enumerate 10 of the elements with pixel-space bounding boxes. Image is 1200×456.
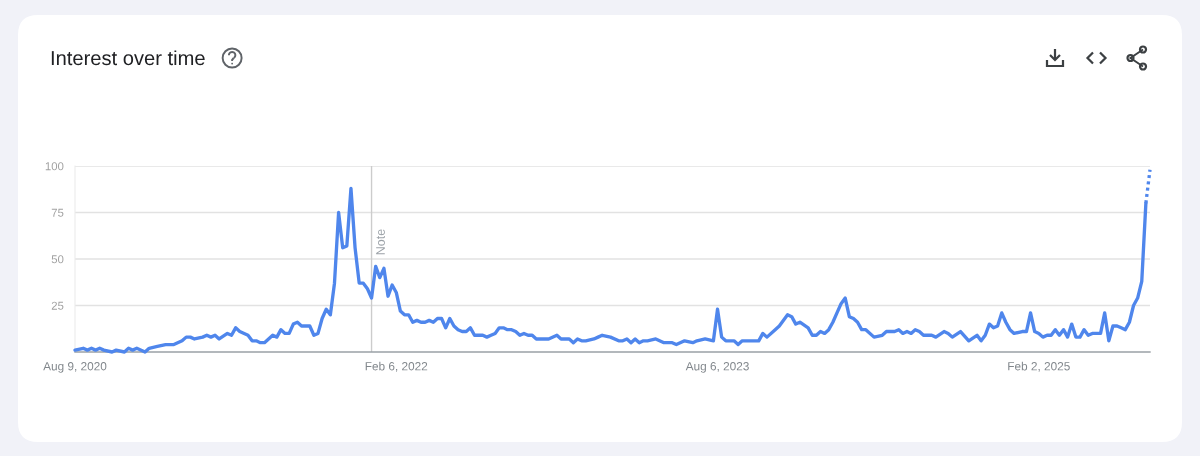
y-tick-label: 75 bbox=[51, 208, 64, 217]
y-tick-label: 25 bbox=[51, 301, 64, 310]
y-tick-label: 100 bbox=[45, 162, 64, 171]
ref-line-label: Note bbox=[376, 229, 385, 255]
x-tick-label: Feb 2, 2025 bbox=[1008, 361, 1070, 372]
y-tick-label: 50 bbox=[51, 255, 64, 264]
x-tick-label: Aug 6, 2023 bbox=[685, 362, 749, 373]
x-tick-label: Feb 6, 2022 bbox=[365, 361, 428, 372]
chart-title: Interest over time bbox=[51, 50, 205, 66]
x-tick-label: Aug 9, 2020 bbox=[43, 362, 107, 373]
